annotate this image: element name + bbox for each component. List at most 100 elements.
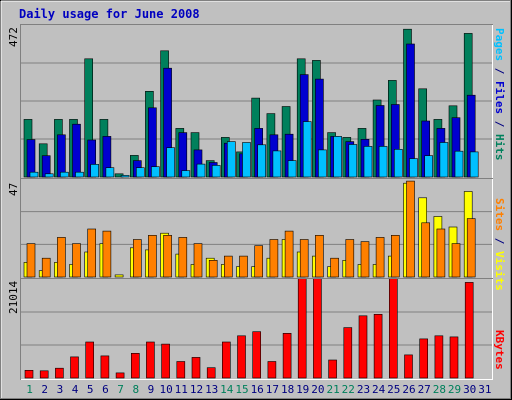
- bar-pages-day-16: [257, 144, 267, 178]
- bar-sites-day-2: [41, 257, 51, 278]
- bar-files-day-26: [406, 43, 415, 178]
- bar-kbytes-day-7: [115, 372, 125, 379]
- x-tick-label: 23: [357, 383, 370, 396]
- x-tick-label: 2: [41, 383, 48, 396]
- bar-sites-day-21: [330, 257, 339, 278]
- bar-sites-day-23: [360, 241, 370, 278]
- bar-kbytes-day-16: [252, 331, 261, 379]
- x-tick-label: 8: [132, 383, 139, 396]
- bar-pages-day-15: [242, 142, 251, 178]
- bar-sites-day-24: [375, 237, 385, 278]
- bar-pages-day-28: [439, 142, 449, 178]
- bar-files-day-1: [26, 139, 36, 178]
- bar-pages-day-7: [120, 175, 130, 178]
- x-tick-label: 6: [102, 383, 109, 396]
- bar-visits-day-7: [114, 274, 124, 278]
- bar-kbytes-day-24: [373, 313, 383, 379]
- x-tick-label: 29: [448, 383, 461, 396]
- bar-pages-day-24: [378, 146, 388, 178]
- x-tick-label: 3: [57, 383, 64, 396]
- bar-sites-day-6: [102, 230, 112, 278]
- x-axis-day-labels: 1 2 3 4 5 6 7 8 9 10 11 12 13 14 15 16 17 18 19 20 21 22 23 24 2…: [26, 383, 491, 396]
- x-tick-label: 17: [266, 383, 279, 396]
- x-tick-label: 31: [478, 383, 491, 396]
- bar-sites-day-11: [178, 237, 188, 278]
- x-tick-label: 10: [159, 383, 172, 396]
- bar-sites-day-1: [26, 243, 36, 278]
- bar-kbytes-day-3: [55, 367, 64, 379]
- bar-sites-day-14: [224, 255, 233, 278]
- bar-sites-day-15: [239, 255, 248, 278]
- bar-kbytes-day-18: [282, 332, 292, 379]
- bar-pages-day-22: [348, 144, 358, 178]
- x-tick-label: 12: [190, 383, 203, 396]
- bar-sites-day-13: [208, 259, 218, 278]
- bar-pages-day-30: [469, 151, 479, 178]
- bar-pages-day-11: [181, 170, 191, 178]
- bar-kbytes-day-10: [161, 343, 170, 379]
- panel-kbytes: [20, 278, 493, 380]
- bar-pages-day-4: [75, 171, 84, 178]
- x-tick-label: 15: [235, 383, 248, 396]
- bar-sites-day-9: [148, 235, 157, 278]
- bar-pages-day-21: [333, 136, 342, 178]
- bar-pages-day-8: [136, 167, 145, 178]
- bar-kbytes-day-11: [176, 361, 186, 379]
- bar-pages-day-5: [90, 164, 99, 178]
- bar-kbytes-day-23: [358, 315, 368, 379]
- bar-pages-day-19: [302, 121, 312, 178]
- bar-sites-day-28: [436, 228, 446, 278]
- x-tick-label: 9: [148, 383, 155, 396]
- bar-pages-day-13: [211, 165, 221, 178]
- bar-sites-day-29: [451, 243, 461, 278]
- bar-pages-day-27: [424, 155, 434, 178]
- max-label-hits: 472: [7, 27, 20, 47]
- bar-sites-day-19: [299, 239, 309, 278]
- legend-pages-files-hits: Pages / Files / Hits: [493, 28, 506, 161]
- bar-kbytes-day-19: [297, 279, 307, 379]
- x-tick-label: 11: [175, 383, 188, 396]
- max-label-kbytes: 21014: [7, 281, 20, 314]
- bar-pages-day-23: [363, 146, 373, 178]
- bar-pages-day-2: [44, 173, 54, 178]
- bar-kbytes-day-14: [222, 341, 231, 379]
- x-tick-label: 27: [418, 383, 431, 396]
- legend-sites-visits: Sites / Visits: [493, 198, 506, 291]
- bar-kbytes-day-6: [100, 355, 110, 379]
- bar-kbytes-day-2: [39, 370, 49, 379]
- legend-kbytes: KBytes: [493, 330, 506, 370]
- x-tick-label: 20: [311, 383, 324, 396]
- bar-pages-day-17: [272, 150, 282, 178]
- chart-title: Daily usage for June 2008: [19, 7, 200, 21]
- x-tick-label: 21: [326, 383, 339, 396]
- bar-sites-day-18: [284, 230, 294, 278]
- bar-pages-day-26: [409, 158, 418, 178]
- x-tick-label: 26: [402, 383, 415, 396]
- bar-sites-day-5: [87, 228, 96, 278]
- x-tick-label: 18: [281, 383, 294, 396]
- bar-kbytes-day-13: [206, 367, 216, 379]
- bar-kbytes-day-28: [434, 335, 444, 379]
- x-tick-label: 7: [117, 383, 124, 396]
- bar-kbytes-day-15: [237, 335, 246, 379]
- bar-kbytes-day-12: [191, 357, 201, 379]
- bar-pages-day-18: [287, 160, 297, 178]
- bar-kbytes-day-25: [388, 279, 398, 379]
- panel-hits-files-pages: [20, 24, 493, 179]
- bar-sites-day-16: [254, 245, 263, 278]
- bar-pages-day-3: [60, 171, 69, 178]
- bar-sites-day-17: [269, 239, 279, 278]
- x-tick-label: 1: [26, 383, 33, 396]
- bar-kbytes-day-8: [131, 352, 140, 379]
- bar-kbytes-day-9: [146, 341, 155, 379]
- bar-pages-day-29: [454, 150, 464, 178]
- panel-sites-visits: [20, 178, 493, 279]
- bar-kbytes-day-5: [85, 341, 94, 379]
- x-tick-label: 22: [342, 383, 355, 396]
- max-label-sites: 47: [7, 183, 20, 196]
- bar-sites-day-8: [133, 239, 142, 278]
- bar-pages-day-9: [151, 166, 160, 178]
- x-tick-label: 25: [387, 383, 400, 396]
- bar-kbytes-day-26: [404, 354, 413, 379]
